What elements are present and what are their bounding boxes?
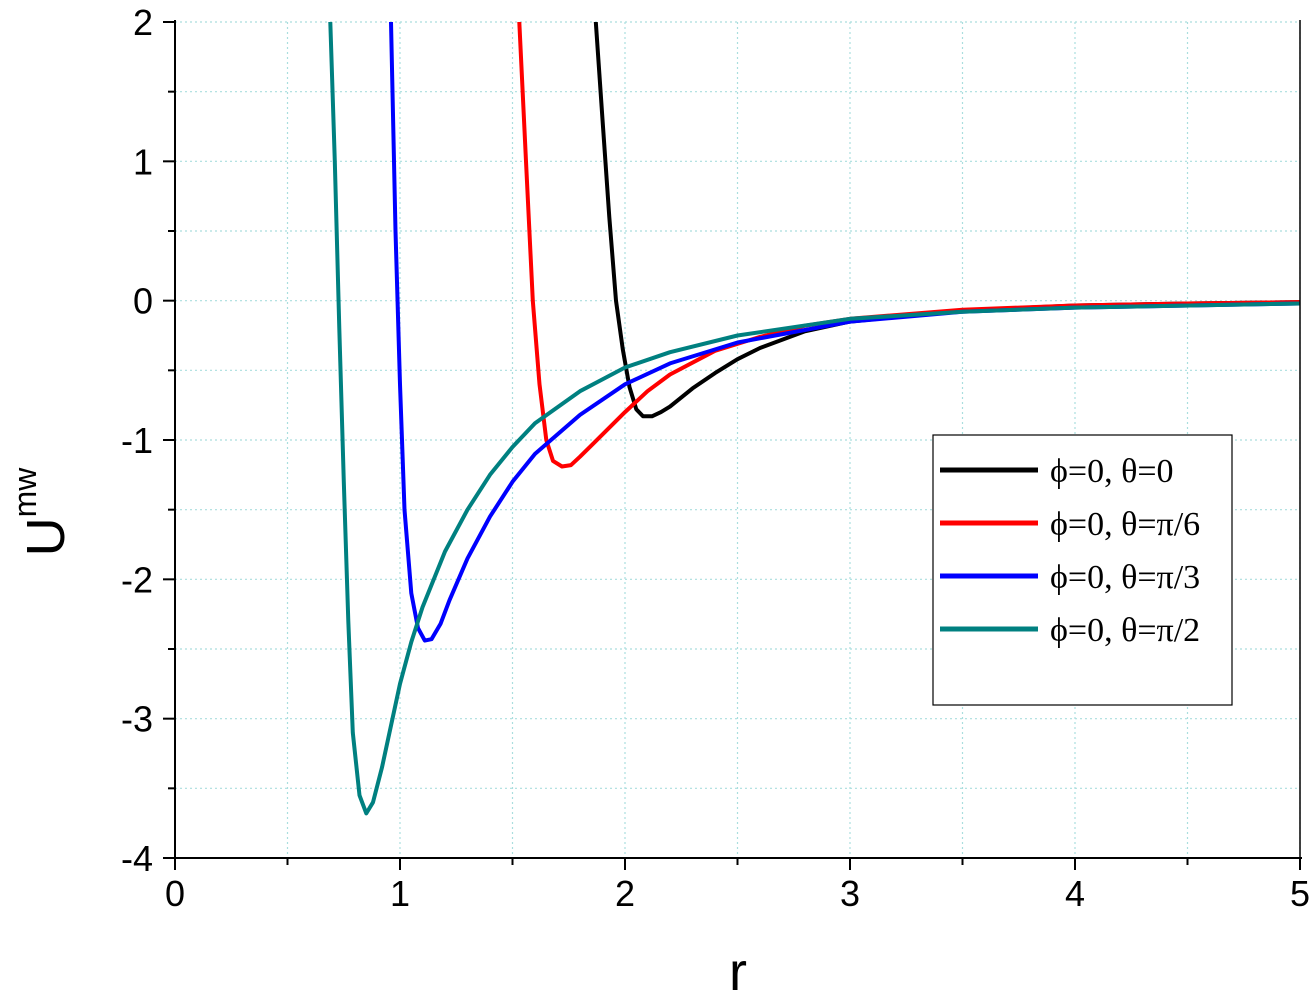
x-tick-label: 3 [840,873,860,914]
y-tick-label: -4 [121,838,153,879]
series-line-3 [389,22,1300,643]
x-axis-title: r [729,942,747,993]
series-lines [328,22,1300,816]
y-tick-label: 0 [133,281,153,322]
series-line-4 [328,22,1300,816]
y-tick-label: -3 [121,699,153,740]
y-axis-title: Umw [7,467,76,557]
legend-box [932,434,1233,706]
x-tick-label: 2 [615,873,635,914]
y-tick-label: -2 [121,559,153,600]
x-tick-label: 0 [165,873,185,914]
x-tick-label: 4 [1065,873,1085,914]
ticks: 0 1 2 3 4 5 -4 -3 -2 -1 0 1 2 [121,2,1310,914]
legend-label-3: ϕ=0, θ=π/3 [1050,559,1200,596]
y-axis-title-main: U [16,517,76,556]
x-tick-label: 1 [390,873,410,914]
legend: ϕ=0, θ=0 ϕ=0, θ=π/6 ϕ=0, θ=π/3 ϕ=0, θ=π/2 [932,434,1233,706]
svg-text:Umw: Umw [7,467,76,557]
legend-label-4: ϕ=0, θ=π/2 [1050,612,1200,649]
y-axis-title-sup: mw [7,467,43,518]
series-line-2 [517,22,1300,469]
y-tick-label: -1 [121,420,153,461]
y-tick-label: 1 [133,141,153,182]
y-tick-label: 2 [133,2,153,43]
legend-label-1: ϕ=0, θ=0 [1050,453,1174,490]
legend-label-2: ϕ=0, θ=π/6 [1050,506,1200,543]
x-tick-label: 5 [1290,873,1310,914]
